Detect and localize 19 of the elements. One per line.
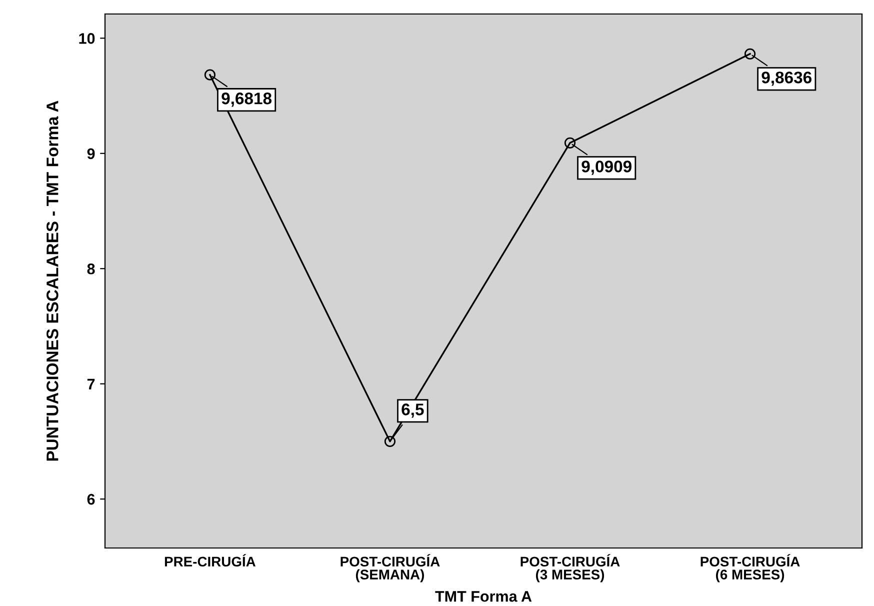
x-tick-label: POST-CIRUGÍA (6 MESES) — [700, 554, 800, 582]
data-label: 9,6818 — [222, 92, 272, 107]
y-tick-label: 9 — [87, 148, 95, 160]
point — [384, 436, 396, 447]
x-tick-label: POST-CIRUGÍA (3 MESES) — [520, 554, 620, 582]
y-tick-label: 8 — [87, 263, 95, 274]
x-axis-title: TMT Forma A — [435, 591, 532, 602]
point — [204, 69, 216, 80]
point — [744, 48, 756, 60]
x-tick-label: PRE-CIRUGÍA — [164, 554, 256, 567]
y-tick-label: 10 — [79, 33, 95, 44]
point — [564, 137, 576, 148]
data-label: 9,8636 — [762, 72, 812, 86]
data-label: 9,0909 — [582, 160, 632, 175]
x-tick-label: POST-CIRUGÍA (SEMANA) — [340, 554, 440, 582]
y-tick-label: 7 — [87, 378, 95, 390]
y-tick-label: 6 — [87, 494, 95, 505]
y-axis-title: PUNTUACIONES ESCALARES - TMT Forma A — [46, 100, 58, 461]
data-label: 6,5 — [402, 404, 424, 418]
